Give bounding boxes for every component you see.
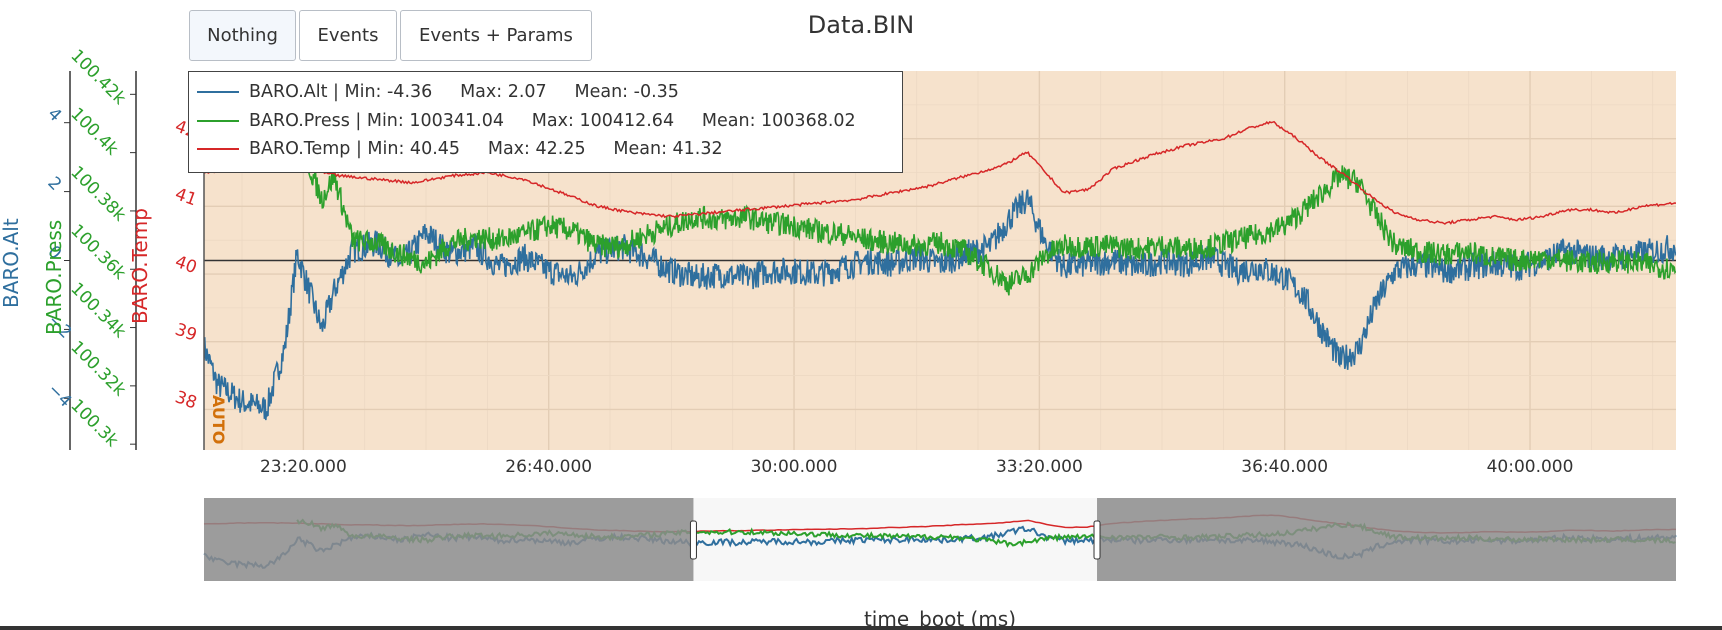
press-swatch bbox=[197, 119, 239, 122]
legend-alt-label: BARO.Alt | Min: -4.36 Max: 2.07 Mean: -0… bbox=[249, 82, 679, 103]
x-tick-label: 36:40.000 bbox=[1241, 457, 1328, 477]
temp-swatch bbox=[197, 148, 239, 151]
legend-press-label: BARO.Press | Min: 100341.04 Max: 100412.… bbox=[249, 110, 856, 131]
press-tick-label: 100.34k bbox=[66, 279, 129, 342]
alt-tick-label: 2 bbox=[43, 173, 65, 195]
legend-temp-label: BARO.Temp | Min: 40.45 Max: 42.25 Mean: … bbox=[249, 139, 723, 160]
x-tick-label: 30:00.000 bbox=[751, 457, 838, 477]
temp-tick-label: 41 bbox=[172, 184, 199, 210]
temp-tick-label: 38 bbox=[172, 387, 199, 413]
plot-area bbox=[204, 120, 1676, 421]
events-params-button[interactable]: Events + Params bbox=[400, 10, 592, 61]
press-tick-label: 100.36k bbox=[66, 221, 129, 284]
layout-buttons: Nothing Events Events + Params bbox=[189, 10, 592, 61]
legend-item-temp[interactable]: BARO.Temp | Min: 40.45 Max: 42.25 Mean: … bbox=[197, 135, 902, 164]
press-tick-label: 100.3k bbox=[66, 396, 122, 452]
range-handle[interactable] bbox=[689, 520, 697, 560]
range-handle[interactable] bbox=[1093, 520, 1101, 560]
temp-axis-title: BARO.Temp bbox=[128, 208, 152, 324]
bottom-rule bbox=[0, 626, 1722, 630]
events-button[interactable]: Events bbox=[299, 10, 397, 61]
press-tick-label: 100.32k bbox=[66, 337, 129, 400]
x-axis-title: time_boot (ms) bbox=[864, 607, 1016, 630]
range-shade-right bbox=[1097, 498, 1676, 581]
press-axis-title: BARO.Press bbox=[42, 220, 66, 335]
alt-tick-label: 4 bbox=[43, 104, 65, 126]
temp-tick-label: 40 bbox=[172, 252, 199, 278]
x-tick-label: 40:00.000 bbox=[1487, 457, 1574, 477]
x-tick-label: 33:20.000 bbox=[996, 457, 1083, 477]
legend-item-alt[interactable]: BARO.Alt | Min: -4.36 Max: 2.07 Mean: -0… bbox=[197, 78, 902, 107]
x-tick-label: 23:20.000 bbox=[260, 457, 347, 477]
alt-axis-title: BARO.Alt bbox=[0, 218, 23, 308]
alt-swatch bbox=[197, 91, 239, 94]
legend: BARO.Alt | Min: -4.36 Max: 2.07 Mean: -0… bbox=[188, 71, 903, 173]
temp-tick-label: 39 bbox=[172, 320, 199, 346]
legend-item-press[interactable]: BARO.Press | Min: 100341.04 Max: 100412.… bbox=[197, 107, 902, 136]
nothing-button[interactable]: Nothing bbox=[189, 10, 296, 61]
x-tick-label: 26:40.000 bbox=[505, 457, 592, 477]
mode-label: AUTO bbox=[209, 395, 228, 444]
range-shade-left bbox=[204, 498, 694, 581]
press-tick-label: 100.42k bbox=[66, 46, 129, 109]
press-tick-label: 100.38k bbox=[66, 162, 129, 225]
series-line-press bbox=[296, 143, 1676, 296]
press-tick-label: 100.4k bbox=[66, 104, 122, 160]
series-line-temp bbox=[204, 120, 1676, 225]
chart-title: Data.BIN bbox=[808, 11, 914, 39]
